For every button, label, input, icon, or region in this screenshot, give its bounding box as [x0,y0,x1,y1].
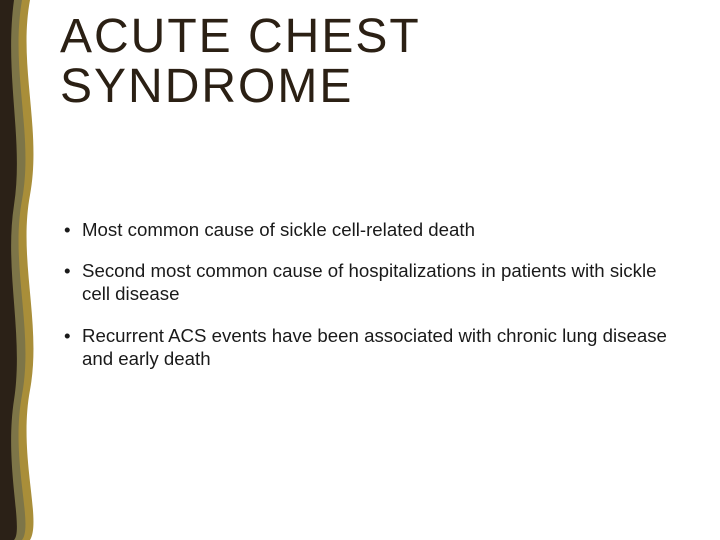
slide: ACUTE CHEST SYNDROME Most common cause o… [0,0,720,540]
bullet-list: Most common cause of sickle cell-related… [60,218,680,371]
wavy-border [0,0,40,540]
bullet-item: Most common cause of sickle cell-related… [60,218,680,241]
slide-title: ACUTE CHEST SYNDROME [60,12,680,113]
bullet-item: Second most common cause of hospitalizat… [60,259,680,306]
wavy-layer-olive [0,0,25,540]
wavy-layer-gold [0,0,33,540]
wavy-layer-dark [0,0,17,540]
content-area: ACUTE CHEST SYNDROME Most common cause o… [60,12,680,388]
bullet-item: Recurrent ACS events have been associate… [60,324,680,371]
